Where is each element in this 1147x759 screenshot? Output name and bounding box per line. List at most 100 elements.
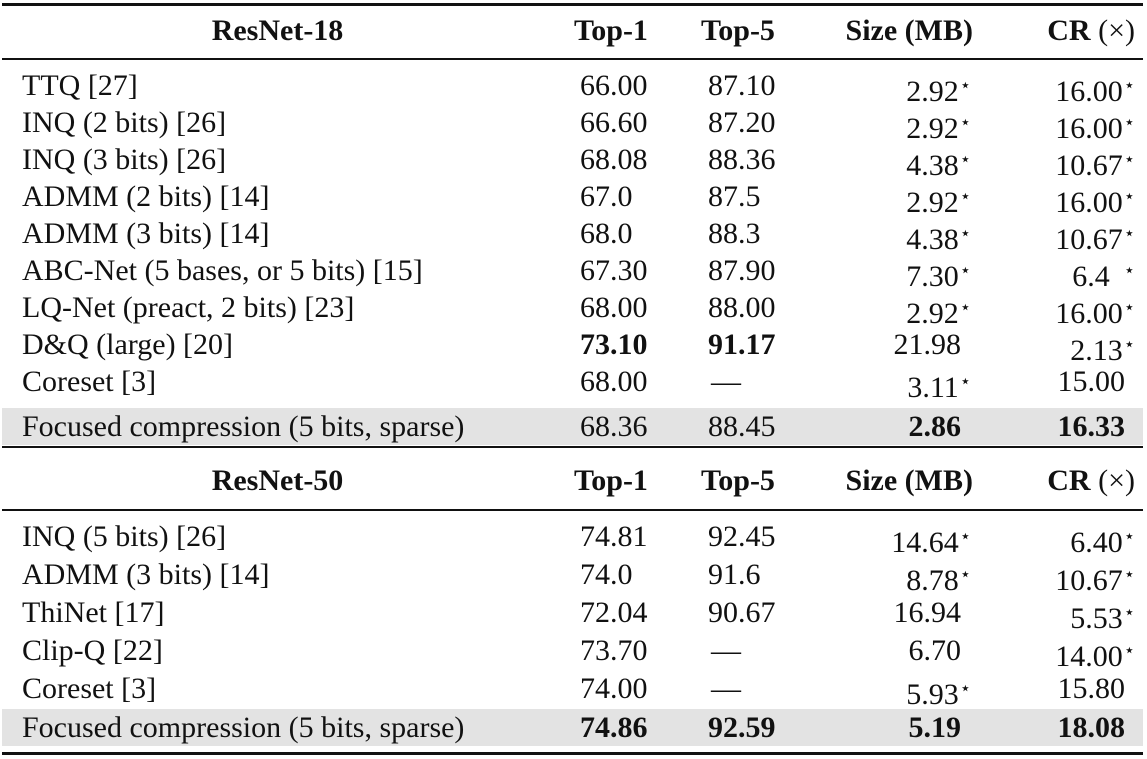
col-header-top1: Top-1 [574,14,648,47]
table-row: D&Q (large) [20] 73.10 91.17 21.98 2.13⋆ [0,326,1147,367]
top1-value: 68.36 [580,410,648,443]
cr-value: 5.53⋆ [1070,602,1135,635]
bottom-rule [2,752,1143,755]
cr-value: 15.00 [1057,365,1126,398]
table-row: ABC-Net (5 bases, or 5 bits) [15] 67.30 … [0,252,1147,293]
size-value: 8.78⋆ [906,564,971,597]
top5-value: 87.20 [708,106,776,139]
star-marker: ⋆ [1123,297,1135,317]
method-name: Coreset [3] [22,365,157,398]
size-value: 5.19 [908,711,962,744]
star-marker: ⋆ [1123,149,1135,169]
star-marker: ⋆ [1123,186,1135,206]
col-header-size: Size (MB) [845,14,973,47]
table-row: Coreset [3] 74.00 — 5.93⋆ 15.80 [0,670,1147,711]
cr-value: 10.67⋆ [1055,564,1135,597]
star-marker: ⋆ [959,564,971,584]
section-rule [2,446,1143,448]
star-marker: ⋆ [1123,223,1135,243]
top1-value: 67.30 [580,254,648,287]
size-value: 4.38⋆ [906,223,971,256]
method-name: Coreset [3] [22,672,157,705]
star-marker: ⋆ [959,75,971,95]
top1-value: 73.10 [580,328,648,361]
highlight-row-resnet18 [2,408,1143,445]
cr-value: 14.00⋆ [1055,640,1135,673]
method-name: LQ-Net (preact, 2 bits) [23] [22,291,355,324]
star-marker: ⋆ [959,678,971,698]
top1-value: 74.81 [580,520,648,553]
cr-value: 15.80 [1057,672,1126,705]
method-name: ADMM (2 bits) [14] [22,180,270,213]
col-header-top1: Top-1 [574,464,648,497]
star-marker: ⋆ [959,223,971,243]
star-marker: ⋆ [1123,526,1135,546]
size-value: 7.30⋆ [906,260,971,293]
size-value: 2.92⋆ [906,75,971,108]
cr-value: 16.00⋆ [1055,112,1135,145]
cr-value: 2.13⋆ [1070,334,1135,367]
star-marker: ⋆ [1123,640,1135,660]
star-marker: ⋆ [1123,602,1135,622]
section-title: ResNet-18 [211,14,344,47]
size-value: 2.92⋆ [906,297,971,330]
method-name: ThiNet [17] [22,596,165,629]
top1-value: 68.00 [580,291,648,324]
star-marker: ⋆ [959,371,971,391]
star-marker: ⋆ [959,186,971,206]
col-header-top5: Top-5 [701,14,775,47]
col-header-cr: CR (×) [1047,14,1135,47]
top1-value: 72.04 [580,596,648,629]
star-marker: ⋆ [1123,564,1135,584]
cr-value: 18.08 [1057,711,1126,744]
table-row: Clip-Q [22] 73.70 — 6.70 14.00⋆ [0,632,1147,673]
star-marker: ⋆ [959,260,971,280]
method-name: D&Q (large) [20] [22,328,234,361]
table-row: ADMM (3 bits) [14] 74.0 91.6 8.78⋆ 10.67… [0,556,1147,597]
star-marker: ⋆ [1123,334,1135,354]
cr-value: 16.00⋆ [1055,186,1135,219]
star-marker: ⋆ [1123,260,1135,280]
table-row: LQ-Net (preact, 2 bits) [23] 68.00 88.00… [0,289,1147,330]
method-name: INQ (5 bits) [26] [22,520,227,553]
top1-value: 74.86 [580,711,648,744]
top5-value: 87.10 [708,69,776,102]
top1-value: 74.00 [580,672,648,705]
cr-value: 10.67⋆ [1055,149,1135,182]
size-value: 2.92⋆ [906,112,971,145]
header-row-resnet50: ResNet-50 Top-1 Top-5 Size (MB) CR (×) [0,462,1147,499]
top1-value: 68.00 [580,365,648,398]
top1-value: 73.70 [580,634,648,667]
cr-value: 16.33 [1057,410,1126,443]
table-row: ThiNet [17] 72.04 90.67 16.94 5.53⋆ [0,594,1147,635]
method-name: Focused compression (5 bits, sparse) [22,711,465,744]
size-value: 2.92⋆ [906,186,971,219]
top1-value: 74.0 [580,558,633,591]
header-rule-resnet50 [2,509,1143,511]
cr-value: 10.67⋆ [1055,223,1135,256]
top5-value: 88.45 [708,410,776,443]
top1-value: 67.0 [580,180,633,213]
size-value: 21.98 [893,328,962,361]
cr-value: 6.4 ⋆ [1072,260,1135,293]
table-row: TTQ [27] 66.00 87.10 2.92⋆ 16.00⋆ [0,67,1147,108]
size-value: 3.11⋆ [907,371,971,404]
table-row: INQ (3 bits) [26] 68.08 88.36 4.38⋆ 10.6… [0,141,1147,182]
top5-value: 91.17 [708,328,776,361]
top-rule [2,3,1143,6]
table-row: Coreset [3] 68.00 — 3.11⋆ 15.00 [0,363,1147,404]
star-marker: ⋆ [1123,75,1135,95]
size-value: 2.86 [908,410,962,443]
size-value: 4.38⋆ [906,149,971,182]
table-row: ADMM (3 bits) [14] 68.0 88.3 4.38⋆ 10.67… [0,215,1147,256]
size-value: 5.93⋆ [906,678,971,711]
size-value: 6.70 [908,634,962,667]
cr-value: 6.40⋆ [1070,526,1135,559]
star-marker: ⋆ [959,297,971,317]
top5-value: 90.67 [708,596,776,629]
table-row: ADMM (2 bits) [14] 67.0 87.5 2.92⋆ 16.00… [0,178,1147,219]
star-marker: ⋆ [959,112,971,132]
method-name: INQ (2 bits) [26] [22,106,227,139]
highlight-row-resnet50 [2,709,1143,746]
header-row-resnet18: ResNet-18 Top-1 Top-5 Size (MB) CR (×) [0,12,1147,49]
